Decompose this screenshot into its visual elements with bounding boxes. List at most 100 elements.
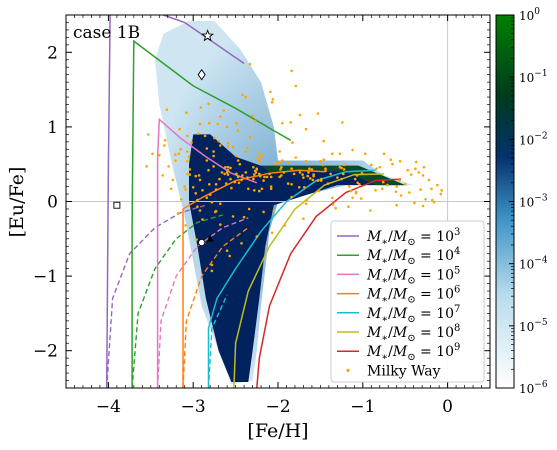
milky-way-point [317,189,321,193]
milky-way-point [247,187,250,191]
milky-way-point [258,172,261,176]
y-tick-label: −1 [33,267,58,287]
milky-way-point [198,209,202,212]
milky-way-point [246,176,249,179]
milky-way-point [269,187,273,191]
milky-way-point [403,183,407,186]
milky-way-point [186,134,189,138]
milky-way-point [151,152,154,156]
milky-way-point [205,159,209,162]
milky-way-point [231,145,235,149]
milky-way-point [304,202,308,205]
milky-way-point [280,174,283,177]
milky-way-point [212,165,215,168]
milky-way-point [430,187,433,191]
model-curves [105,15,402,388]
milky-way-point [240,178,243,182]
milky-way-point [225,125,229,129]
milky-way-point [194,174,197,178]
milky-way-point [214,188,218,191]
milky-way-point [222,109,225,112]
milky-way-point [399,194,403,197]
milky-way-point [427,178,431,182]
milky-way-point [255,235,259,238]
milky-way-point [395,203,399,207]
milky-way-point [351,196,354,200]
milky-way-point [253,169,257,173]
milky-way-point [324,167,327,170]
milky-way-point [230,186,233,190]
milky-way-point [395,185,399,188]
milky-way-point [342,163,346,167]
milky-way-point [265,175,269,179]
milky-way-point [290,167,293,170]
milky-way-point [302,176,305,179]
milky-way-point [207,168,210,172]
milky-way-point [364,152,367,156]
y-tick-label: 0 [47,193,58,213]
colorbar: 100 10−1 10−2 10−3 10−4 10−5 10−6 [495,7,548,396]
milky-way-point [188,168,192,171]
y-tick-label: 2 [47,43,58,63]
milky-way-point [341,121,344,124]
milky-way-point [184,224,187,227]
milky-way-point [322,139,326,143]
milky-way-point [282,171,286,174]
milky-way-point [241,174,244,177]
milky-way-point [389,158,393,161]
milky-way-point [360,171,364,175]
milky-way-point [349,189,353,193]
milky-way-point [163,139,167,142]
milky-way-point [219,202,222,205]
milky-way-point [359,197,363,200]
milky-way-point [278,150,282,153]
milky-way-point [381,187,384,191]
milky-way-point [283,224,287,227]
milky-way-point [274,162,277,166]
milky-way-point [183,185,186,188]
colorbar-tick-label: 10−6 [519,380,548,396]
milky-way-point [290,69,293,73]
milky-way-point [198,178,202,182]
milky-way-point [236,175,240,179]
milky-way-point [322,158,326,161]
milky-way-point [347,205,350,208]
milky-way-point [241,93,244,97]
milky-way-point [304,127,308,131]
milky-way-point [308,177,312,180]
legend-point-swatch [346,368,350,372]
x-tick-label: −4 [96,397,121,417]
x-tick-label: 0 [442,397,453,417]
milky-way-point [236,129,240,132]
milky-way-point [409,173,413,176]
milky-way-point [326,182,330,185]
milky-way-point [268,172,271,176]
milky-way-point [260,187,264,191]
milky-way-point [414,160,418,164]
milky-way-point [219,144,222,147]
milky-way-point [187,155,191,158]
milky-way-point [252,177,255,181]
milky-way-point [421,174,425,177]
milky-way-point [312,173,315,176]
milky-way-point [331,203,335,206]
milky-way-point [269,175,273,179]
milky-way-point [381,180,385,184]
milky-way-point [240,242,243,245]
milky-way-point [358,183,361,186]
curve-lower-1e7 [207,294,228,388]
milky-way-point [307,171,310,174]
milky-way-point [303,186,306,189]
milky-way-point [248,62,252,66]
milky-way-point [216,122,220,126]
milky-way-point [302,217,305,220]
milky-way-point [338,152,342,156]
legend-label: M∗/M⊙ = 105 [366,265,460,286]
milky-way-point [290,183,293,186]
milky-way-point [331,152,334,156]
milky-way-point [336,176,339,179]
milky-way-point [370,163,373,167]
milky-way-point [208,193,212,197]
milky-way-point [342,168,346,171]
milky-way-point [297,186,301,189]
